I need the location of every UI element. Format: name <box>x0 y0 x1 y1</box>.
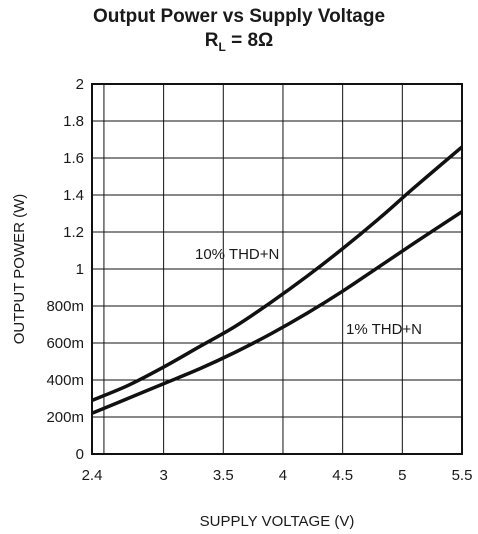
y-tick-label: 2 <box>76 76 84 93</box>
plot-frame <box>91 83 463 455</box>
y-tick-label: 400m <box>46 372 84 389</box>
x-tick-label: 5 <box>398 467 406 484</box>
x-tick-label: 2.4 <box>82 467 103 484</box>
y-tick-label: 0 <box>76 446 84 463</box>
y-tick-label: 1.2 <box>63 224 84 241</box>
subtitle-subscript: L <box>218 40 226 54</box>
y-tick-label: 1.8 <box>63 113 84 130</box>
y-tick-label: 600m <box>46 335 84 352</box>
x-tick-label: 5.5 <box>452 467 473 484</box>
y-tick-label: 1.4 <box>63 187 84 204</box>
series-label-0: 10% THD+N <box>195 246 279 263</box>
labels: SUPPLY VOLTAGE (V) OUTPUT POWER (W) 10% TH… <box>11 194 422 530</box>
tick-labels: 2.4 3 3.5 4 4.5 5 5.5 0 200m 400m 600m 800m 1 1.2 1.4 1… <box>46 76 472 484</box>
y-tick-label: 800m <box>46 298 84 315</box>
chart-subtitle: RL = 8Ω <box>0 30 478 54</box>
x-axis-label: SUPPLY VOLTAGE (V) <box>200 513 355 530</box>
subtitle-rest: = 8Ω <box>225 30 274 51</box>
x-tick-label: 3.5 <box>213 467 234 484</box>
series-line-1 <box>91 210 463 415</box>
series-label-1: 1% THD+N <box>346 321 422 338</box>
x-tick-label: 4 <box>279 467 287 484</box>
y-tick-label: 200m <box>46 409 84 426</box>
y-tick-label: 1.6 <box>63 150 84 167</box>
chart-title: Output Power vs Supply Voltage <box>92 6 386 27</box>
grid <box>92 84 462 454</box>
series-line-0 <box>91 145 464 402</box>
y-axis-label: OUTPUT POWER (W) <box>11 194 28 345</box>
x-tick-label: 4.5 <box>332 467 353 484</box>
series-layer <box>91 145 464 415</box>
x-tick-label: 3 <box>159 467 167 484</box>
subtitle-main: R <box>204 30 219 51</box>
y-tick-label: 1 <box>76 261 84 278</box>
